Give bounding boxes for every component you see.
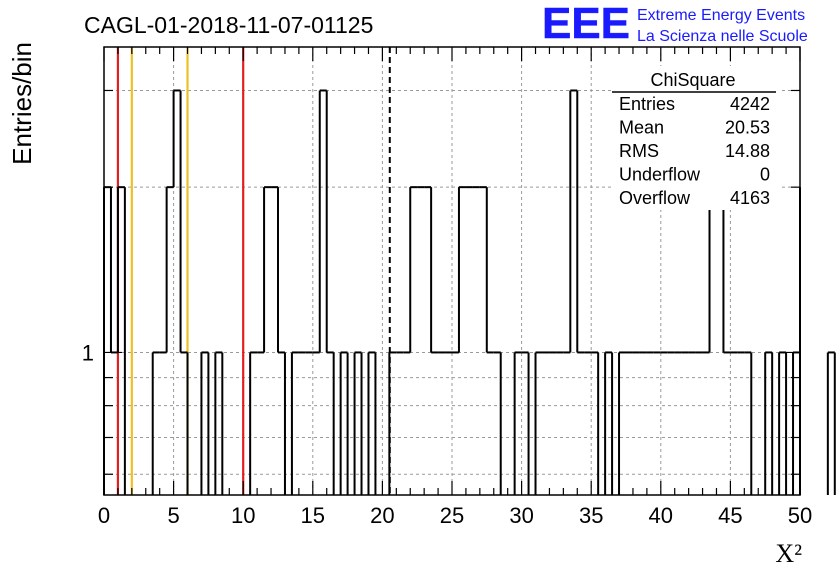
stats-row-label: RMS	[619, 141, 659, 161]
eee-logo-mark: EEE	[542, 0, 630, 48]
eee-logo-line2: La Scienza nelle Scuole	[637, 28, 808, 45]
x-tick-label: 20	[370, 503, 394, 528]
grid-lines	[104, 47, 800, 495]
stats-row-label: Entries	[619, 94, 675, 114]
stats-box: ChiSquare Entries 4242 Mean 20.53 RMS 14.88 Un…	[612, 66, 782, 210]
x-tick-label: 0	[98, 503, 110, 528]
y-axis-label: Entries/bin	[7, 42, 37, 165]
x-tick-label: 15	[301, 503, 325, 528]
x-tick-label: 25	[440, 503, 464, 528]
x-tick-label: 10	[231, 503, 255, 528]
stats-row-value: 4163	[730, 188, 770, 208]
stats-box-title: ChiSquare	[650, 70, 735, 90]
eee-logo: EEE Extreme Energy Events La Scienza nel…	[542, 0, 808, 48]
x-tick-label: 40	[649, 503, 673, 528]
x-axis-label: X²	[775, 539, 802, 568]
stats-row-label: Overflow	[619, 188, 691, 208]
reference-lines	[116, 47, 391, 495]
x-tick-label: 50	[788, 503, 812, 528]
chart-title: CAGL-01-2018-11-07-01125	[84, 12, 373, 38]
stats-row-label: Underflow	[619, 165, 701, 185]
stats-row-label: Mean	[619, 118, 664, 138]
x-tick-label: 45	[718, 503, 742, 528]
stats-row-value: 20.53	[725, 118, 770, 138]
x-tick-label: 5	[167, 503, 179, 528]
stats-row-value: 0	[760, 165, 770, 185]
stats-box-background	[612, 66, 782, 210]
x-tick-label: 35	[579, 503, 603, 528]
stats-rows: Entries 4242 Mean 20.53 RMS 14.88 Underflow 0 Ov…	[619, 94, 770, 208]
eee-logo-line1: Extreme Energy Events	[637, 7, 805, 24]
stats-row-value: 4242	[730, 94, 770, 114]
axes: 0 5 10 15 20 25 30 35 40 45 50 1	[82, 46, 812, 528]
stats-row-value: 14.88	[725, 141, 770, 161]
x-tick-label: 30	[509, 503, 533, 528]
y-tick-label: 1	[82, 340, 94, 365]
